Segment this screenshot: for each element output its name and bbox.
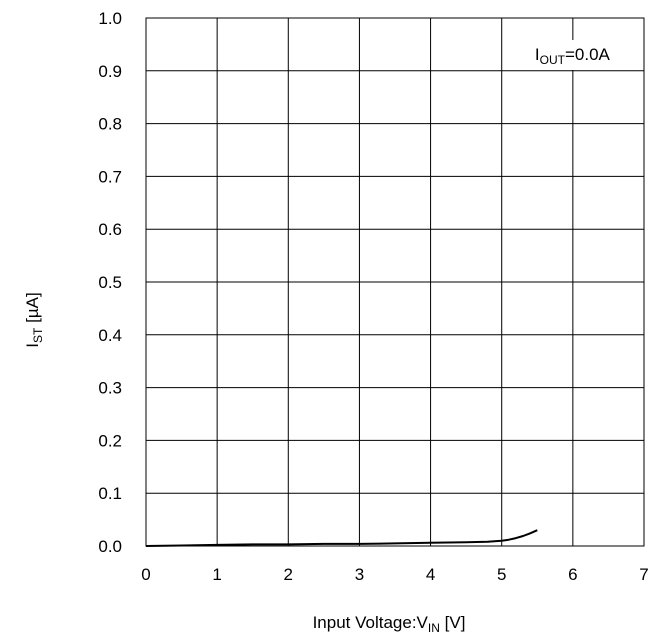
x-tick-label: 5 <box>497 565 506 584</box>
annotation-iout: IOUT=0.0A <box>535 45 611 67</box>
y-tick-label: 0.1 <box>98 484 122 503</box>
x-axis-title: Input Voltage:VIN [V] <box>313 613 466 635</box>
y-tick-label: 0.0 <box>98 537 122 556</box>
series-line <box>145 529 538 547</box>
x-tick-label: 1 <box>212 565 221 584</box>
x-tick-label: 4 <box>426 565 435 584</box>
y-axis-title: IST [µA] <box>23 292 45 347</box>
x-tick-label: 6 <box>568 565 577 584</box>
y-tick-label: 0.7 <box>98 167 122 186</box>
y-tick-label: 0.2 <box>98 431 122 450</box>
x-tick-labels: 0 1 2 3 4 5 6 7 <box>141 565 648 584</box>
y-tick-label: 0.8 <box>98 115 122 134</box>
y-tick-label: 0.3 <box>98 379 122 398</box>
x-tick-label: 0 <box>141 565 150 584</box>
y-tick-label: 1.0 <box>98 9 122 28</box>
x-tick-label: 7 <box>639 565 648 584</box>
y-tick-label: 0.6 <box>98 220 122 239</box>
x-tick-label: 2 <box>284 565 293 584</box>
y-tick-label: 0.9 <box>98 62 122 81</box>
x-tick-label: 3 <box>355 565 364 584</box>
y-tick-label: 0.4 <box>98 326 122 345</box>
series-layer <box>145 529 538 547</box>
plot-frame <box>145 17 645 547</box>
y-tick-label: 0.5 <box>98 273 122 292</box>
annotation-box <box>514 40 631 70</box>
y-tick-labels: 0.0 0.1 0.2 0.3 0.4 0.5 0.6 0.7 0.8 0.9 1.0 <box>98 9 122 556</box>
